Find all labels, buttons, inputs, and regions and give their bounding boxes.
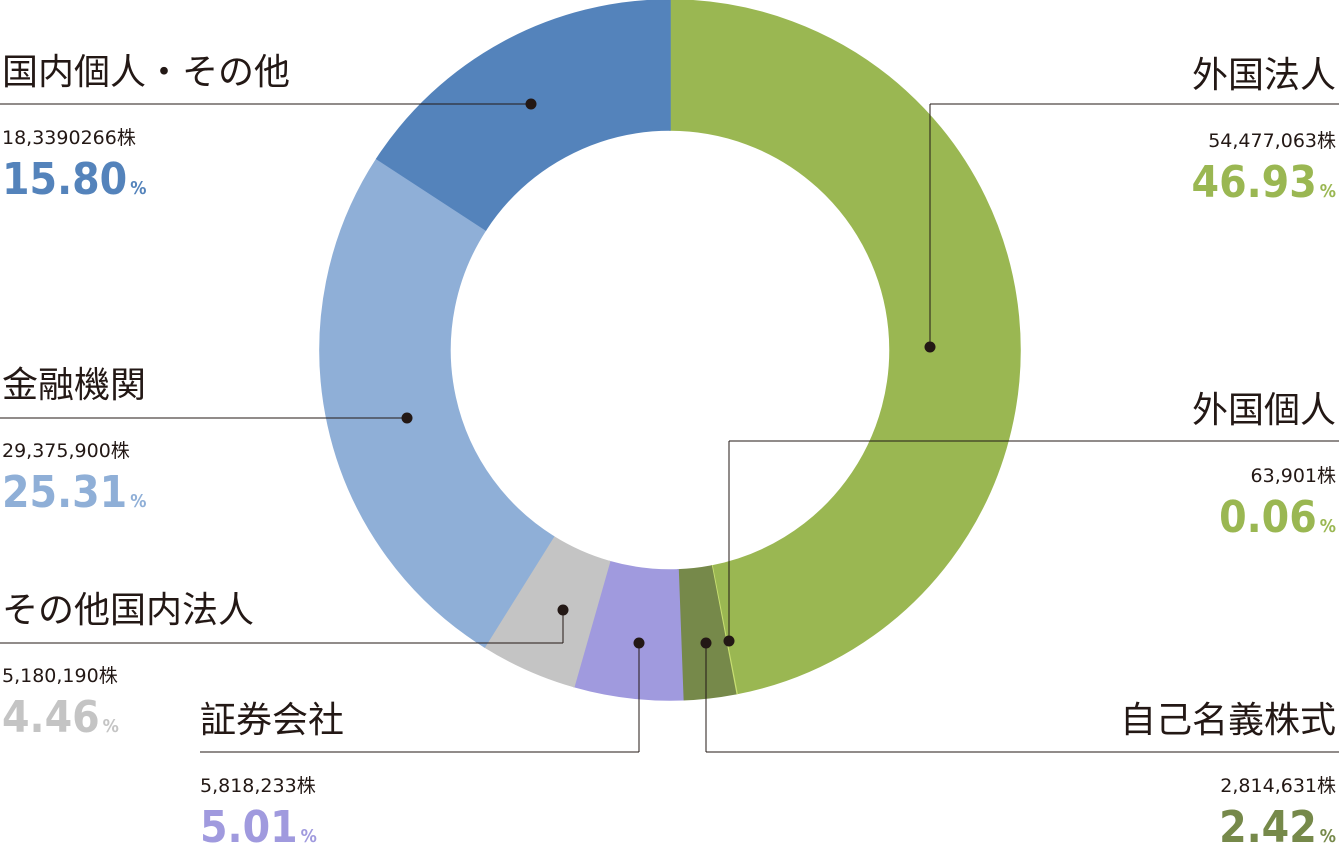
percent-value: 5.01 xyxy=(200,802,298,845)
share-count: 63,901株 xyxy=(1251,465,1336,487)
percent-label: 2.42% xyxy=(1219,802,1336,845)
percent-unit: % xyxy=(301,826,317,845)
category-label: 自己名義株式 xyxy=(1120,700,1336,741)
category-label: 証券会社 xyxy=(200,700,344,741)
percent-value: 4.46 xyxy=(2,692,100,743)
category-label: 外国法人 xyxy=(1192,55,1336,96)
percent-unit: % xyxy=(130,491,146,512)
percent-label: 25.31% xyxy=(2,467,146,518)
leader-dot xyxy=(633,637,645,649)
percent-unit: % xyxy=(1320,516,1336,537)
percent-unit: % xyxy=(1320,826,1336,845)
percent-unit: % xyxy=(103,716,119,737)
percent-label: 46.93% xyxy=(1192,157,1336,208)
share-count: 5,180,190株 xyxy=(2,665,118,687)
donut-slice xyxy=(375,0,671,231)
percent-value: 46.93 xyxy=(1192,157,1317,208)
percent-label: 0.06% xyxy=(1219,492,1336,543)
category-label: 国内個人・その他 xyxy=(2,52,290,93)
leader-dot xyxy=(401,412,413,424)
category-label: 金融機関 xyxy=(2,365,146,406)
leader-dot xyxy=(700,637,712,649)
donut-slice xyxy=(669,0,1021,695)
share-count: 5,818,233株 xyxy=(200,775,316,797)
leader-dot xyxy=(557,604,569,616)
percent-label: 5.01% xyxy=(200,802,317,845)
percent-value: 15.80 xyxy=(2,154,127,205)
percent-value: 2.42 xyxy=(1219,802,1317,845)
percent-value: 25.31 xyxy=(2,467,127,518)
leader-dot xyxy=(924,341,936,353)
share-count: 54,477,063株 xyxy=(1208,130,1336,152)
percent-unit: % xyxy=(1320,181,1336,202)
donut-slice xyxy=(319,157,555,648)
leader-dot xyxy=(723,635,735,647)
share-count: 29,375,900株 xyxy=(2,440,130,462)
category-label: 外国個人 xyxy=(1192,390,1336,431)
percent-unit: % xyxy=(130,178,146,199)
category-label: その他国内法人 xyxy=(2,590,254,631)
share-count: 2,814,631株 xyxy=(1220,775,1336,797)
percent-label: 4.46% xyxy=(2,692,119,743)
leader-dot xyxy=(525,98,537,110)
share-count: 18,3390266株 xyxy=(2,127,136,149)
percent-label: 15.80% xyxy=(2,154,146,205)
percent-value: 0.06 xyxy=(1219,492,1317,543)
